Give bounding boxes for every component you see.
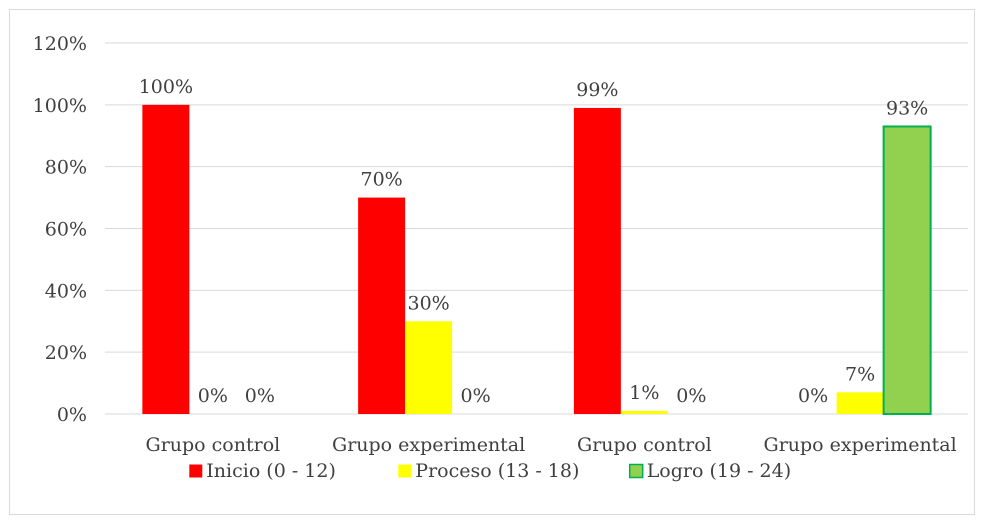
bars <box>142 104 932 415</box>
data-label: 70% <box>361 169 403 191</box>
bar <box>882 125 932 415</box>
category-label: Grupo experimental <box>332 434 525 456</box>
data-label: 7% <box>845 363 875 385</box>
y-tick-label: 80% <box>45 157 87 179</box>
data-label: 30% <box>408 292 450 314</box>
category-label: Grupo experimental <box>764 434 957 456</box>
legend-swatch <box>628 463 644 479</box>
bar <box>358 197 406 414</box>
data-label: 0% <box>198 385 228 407</box>
bar <box>405 321 453 414</box>
y-tick-label: 0% <box>57 404 87 426</box>
legend-swatch <box>398 464 412 478</box>
legend: Inicio (0 - 12) Proceso (13 - 18) Logro (1… <box>189 460 791 482</box>
x-axis: Grupo control Grupo experimental Grupo con… <box>146 434 957 456</box>
legend-swatch <box>189 464 203 478</box>
legend-label: Inicio (0 - 12) <box>206 460 336 482</box>
category-label: Grupo control <box>577 434 712 456</box>
legend-label: Logro (19 - 24) <box>647 460 791 482</box>
data-labels: 100% 0% 0% 70% 30% 0% 99% 1% 0% 0% 7% 93% <box>139 76 929 407</box>
data-label: 0% <box>461 385 491 407</box>
bar-chart: 0% 20% 40% 60% 80% 100% 120% 100% 0% 0% 70% 30% 0% 9… <box>33 33 968 482</box>
bar <box>620 410 668 414</box>
data-label: 1% <box>629 382 659 404</box>
y-tick-label: 100% <box>33 95 87 117</box>
gridlines <box>105 42 968 415</box>
data-label: 93% <box>886 97 928 119</box>
data-label: 100% <box>139 76 193 98</box>
data-label: 99% <box>576 79 618 101</box>
bar <box>836 392 884 414</box>
y-axis: 0% 20% 40% 60% 80% 100% 120% <box>33 33 87 426</box>
category-label: Grupo control <box>146 434 281 456</box>
y-tick-label: 20% <box>45 342 87 364</box>
data-label: 0% <box>798 385 828 407</box>
chart-area: 0% 20% 40% 60% 80% 100% 120% 100% 0% 0% 70% 30% 0% 9… <box>9 9 975 515</box>
legend-label: Proceso (13 - 18) <box>415 460 579 482</box>
y-tick-label: 60% <box>45 219 87 241</box>
data-label: 0% <box>676 385 706 407</box>
bar <box>142 104 190 414</box>
data-label: 0% <box>245 385 275 407</box>
y-tick-label: 40% <box>45 280 87 302</box>
bar <box>573 107 621 415</box>
y-tick-label: 120% <box>33 33 87 55</box>
